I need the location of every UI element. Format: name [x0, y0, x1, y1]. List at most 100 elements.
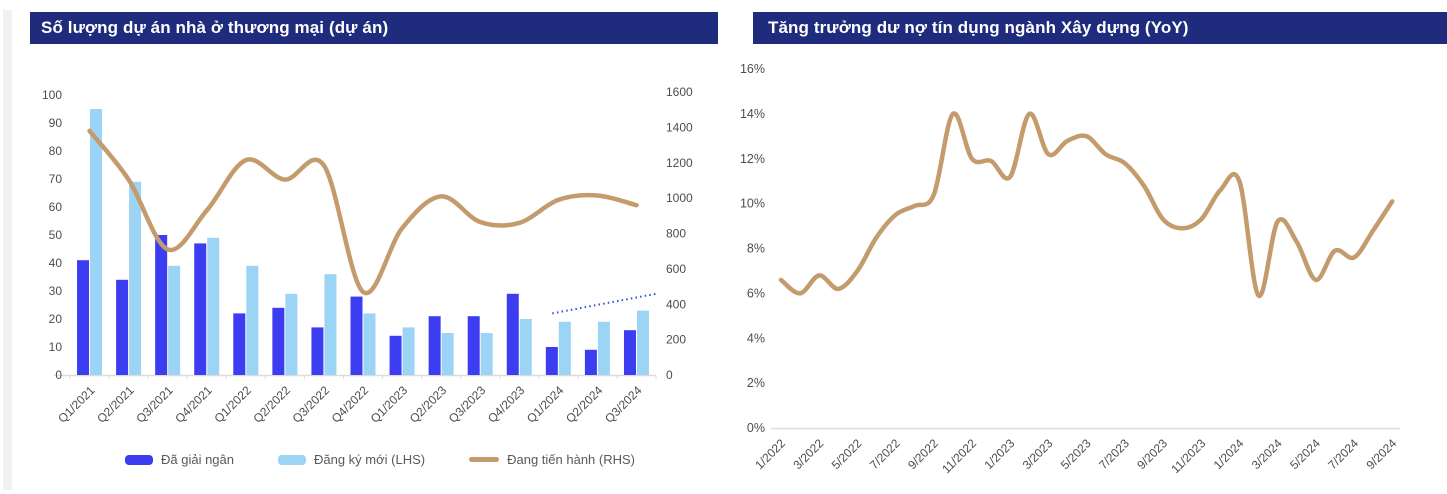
- bar-dang-ky-moi: [558, 321, 571, 375]
- y-axis-label: 6%: [747, 286, 765, 300]
- page-edge-strip: [3, 10, 12, 490]
- x-axis-label: Q3/2021: [133, 383, 176, 426]
- x-axis-label: Q1/2021: [55, 383, 98, 426]
- left-chart-title: Số lượng dự án nhà ở thương mại (dự án): [41, 18, 389, 37]
- commercial-housing-projects-chart: 0102030405060708090100020040060080010001…: [42, 85, 693, 426]
- x-axis-label: Q2/2021: [94, 383, 137, 426]
- bar-dang-ky-moi: [363, 313, 376, 375]
- x-axis-label: 1/2022: [752, 436, 788, 472]
- right-chart-title-bar: Tăng trưởng dư nợ tín dụng ngành Xây dựn…: [753, 12, 1447, 44]
- y-axis-label: 2%: [747, 376, 765, 390]
- right-y-axis-label: 1400: [666, 120, 693, 134]
- legend-label: Đã giải ngân: [160, 452, 234, 467]
- bar-da-giai-ngan: [623, 330, 636, 375]
- left-y-axis-label: 40: [49, 256, 63, 270]
- legend-label: Đăng ký mới (LHS): [313, 452, 426, 467]
- left-y-axis-label: 30: [49, 284, 63, 298]
- bar-dang-ky-moi: [168, 265, 181, 375]
- left-y-axis-label: 0: [55, 368, 62, 382]
- x-axis-label: Q2/2022: [251, 383, 294, 426]
- bar-dang-ky-moi: [207, 237, 220, 375]
- x-axis-label: 5/2023: [1058, 436, 1094, 472]
- x-axis-label: Q1/2024: [524, 383, 567, 426]
- bar-da-giai-ngan: [584, 349, 597, 375]
- bar-da-giai-ngan: [233, 313, 246, 375]
- bar-da-giai-ngan: [77, 260, 90, 375]
- right-y-axis-label: 0: [666, 368, 673, 382]
- left-y-axis-label: 100: [42, 88, 62, 102]
- bar-da-giai-ngan: [272, 307, 285, 375]
- bar-dang-ky-moi: [480, 333, 493, 375]
- x-axis-label: Q2/2024: [563, 383, 606, 426]
- legend-item-dang-ky-moi[interactable]: Đăng ký mới (LHS): [277, 452, 426, 467]
- left-chart-title-bar: Số lượng dự án nhà ở thương mại (dự án): [30, 12, 718, 44]
- bar-da-giai-ngan: [116, 279, 129, 375]
- legend-item-da-giai-ngan[interactable]: Đã giải ngân: [124, 452, 234, 467]
- bar-da-giai-ngan: [428, 316, 441, 375]
- legend-item-dang-tien-hanh[interactable]: Đang tiến hành (RHS): [469, 452, 635, 467]
- bar-da-giai-ngan: [350, 296, 363, 375]
- line-dang-tien-hanh: [87, 128, 639, 296]
- x-axis-label: 11/2023: [1168, 436, 1208, 476]
- bar-da-giai-ngan: [389, 335, 402, 375]
- bar-dang-ky-moi: [285, 293, 298, 375]
- bar-dang-ky-moi: [597, 321, 610, 375]
- bar-dang-ky-moi: [90, 109, 103, 375]
- x-axis-label: 3/2022: [790, 436, 826, 472]
- bar-dang-ky-moi: [402, 327, 415, 375]
- x-axis-label: 3/2024: [1249, 436, 1285, 472]
- left-y-axis-label: 20: [49, 312, 63, 326]
- x-axis-label: 7/2022: [867, 436, 903, 472]
- bar-dang-ky-moi: [519, 319, 532, 375]
- x-axis-label: Q4/2022: [329, 383, 372, 426]
- left-chart-legend: Đã giải ngân Đăng ký mới (LHS) Đang tiến…: [30, 452, 730, 467]
- bar-dang-ky-moi: [324, 274, 337, 375]
- right-y-axis-label: 1000: [666, 191, 693, 205]
- y-axis-label: 4%: [747, 331, 765, 345]
- x-axis-label: 7/2023: [1096, 436, 1132, 472]
- y-axis-label: 12%: [740, 152, 765, 166]
- left-y-axis-label: 10: [49, 340, 63, 354]
- left-y-axis-label: 90: [49, 116, 63, 130]
- legend-swatch-dark-blue-bar: [124, 454, 153, 465]
- bar-da-giai-ngan: [506, 293, 519, 375]
- right-y-axis-label: 1600: [666, 85, 693, 99]
- right-y-axis-label: 800: [666, 227, 686, 241]
- x-axis-label: Q1/2023: [368, 383, 411, 426]
- right-chart-title: Tăng trưởng dư nợ tín dụng ngành Xây dựn…: [768, 18, 1189, 37]
- x-axis-label: 9/2022: [905, 436, 941, 472]
- right-y-axis-label: 200: [666, 333, 686, 347]
- left-y-axis-label: 50: [49, 228, 63, 242]
- y-axis-label: 16%: [740, 62, 765, 76]
- bar-da-giai-ngan: [155, 235, 168, 375]
- bar-dang-ky-moi: [636, 310, 649, 375]
- x-axis-label: Q1/2022: [211, 383, 254, 426]
- legend-swatch-light-blue-bar: [277, 454, 306, 465]
- x-axis-label: 5/2024: [1287, 436, 1323, 472]
- bar-da-giai-ngan: [467, 316, 480, 375]
- x-axis-label: 3/2023: [1020, 436, 1056, 472]
- y-axis-label: 8%: [747, 242, 765, 256]
- line-credit-growth: [778, 111, 1395, 298]
- legend-swatch-tan-line: [469, 457, 500, 462]
- right-y-axis-label: 600: [666, 262, 686, 276]
- bar-dang-ky-moi: [246, 265, 259, 375]
- legend-label: Đang tiến hành (RHS): [507, 452, 635, 467]
- bar-da-giai-ngan: [194, 243, 207, 375]
- x-axis-label: Q2/2023: [407, 383, 450, 426]
- bar-dang-ky-moi: [441, 333, 454, 375]
- x-axis-label: Q4/2021: [172, 383, 215, 426]
- x-axis-label: Q3/2022: [290, 383, 333, 426]
- x-axis-label: 9/2023: [1134, 436, 1170, 472]
- bar-da-giai-ngan: [311, 327, 324, 375]
- y-axis-label: 14%: [740, 107, 765, 121]
- x-axis-label: 9/2024: [1363, 436, 1399, 472]
- bar-da-giai-ngan: [545, 347, 558, 375]
- left-y-axis-label: 70: [49, 172, 63, 186]
- construction-credit-growth-chart: 0% 2% 4% 6% 8% 10% 12% 14% 16% 1/2022 3/2022 5/2022…: [740, 62, 1400, 476]
- x-axis-label: 1/2024: [1211, 436, 1247, 472]
- trendline: [552, 292, 657, 315]
- left-y-axis-label: 60: [49, 200, 63, 214]
- right-y-axis-label: 400: [666, 297, 686, 311]
